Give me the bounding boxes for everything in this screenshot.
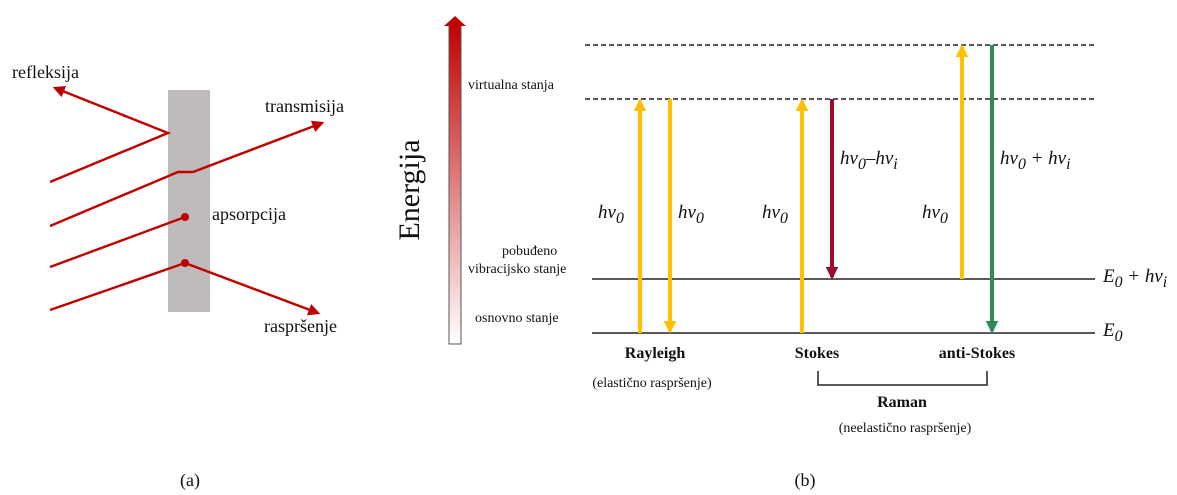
transmission-label: transmisija xyxy=(265,96,344,116)
rayleigh-excitation-label: hν0 xyxy=(598,202,624,227)
excited-state-label-line1: pobuđeno xyxy=(502,244,558,259)
virtual-states-label: virtualna stanja xyxy=(468,78,554,93)
absorption-ray xyxy=(49,215,186,269)
rayleigh-emission-label: hν0 xyxy=(678,202,704,227)
panel-b xyxy=(444,16,1095,386)
stokes-excitation-label: hν0 xyxy=(762,202,788,227)
excited-state-label-line2: vibracijsko stanje xyxy=(468,262,567,277)
energy-arrow-head xyxy=(444,16,466,26)
rayleigh-sublabel: (elastično raspršenje) xyxy=(592,376,712,391)
rayleigh-label: Rayleigh xyxy=(624,345,686,362)
reflection-ray xyxy=(49,85,172,184)
reflection-label: refleksija xyxy=(12,62,79,82)
scattering-dot xyxy=(181,259,189,267)
panel-a xyxy=(49,85,325,316)
panel-a-caption: (a) xyxy=(180,470,200,490)
raman-bracket xyxy=(817,371,988,386)
excited-level-label: E0 + hνi xyxy=(1103,266,1168,291)
raman-sublabel: (neelastično raspršenje) xyxy=(838,421,972,436)
ground-level-label: E0 xyxy=(1103,320,1123,345)
sample-slab xyxy=(168,90,210,312)
anti-stokes-label: anti-Stokes xyxy=(938,345,1016,362)
ground-state-label: osnovno stanje xyxy=(475,311,559,326)
stokes-shift-label: hν0–hνi xyxy=(840,148,898,173)
absorption-dot xyxy=(181,213,189,221)
raman-label: Raman xyxy=(877,394,927,411)
transmission-ray xyxy=(49,120,325,228)
stokes-label: Stokes xyxy=(794,345,840,362)
anti-stokes-shift-label: hν0 + hνi xyxy=(1000,148,1071,173)
absorption-label: apsorpcija xyxy=(212,204,286,224)
energy-gradient-bar xyxy=(448,23,462,345)
scattering-label: raspršenje xyxy=(264,316,337,336)
panel-b-caption: (b) xyxy=(794,470,816,490)
anti-stokes-excitation-label: hν0 xyxy=(922,202,948,227)
energy-axis-label: Energija xyxy=(393,139,426,241)
